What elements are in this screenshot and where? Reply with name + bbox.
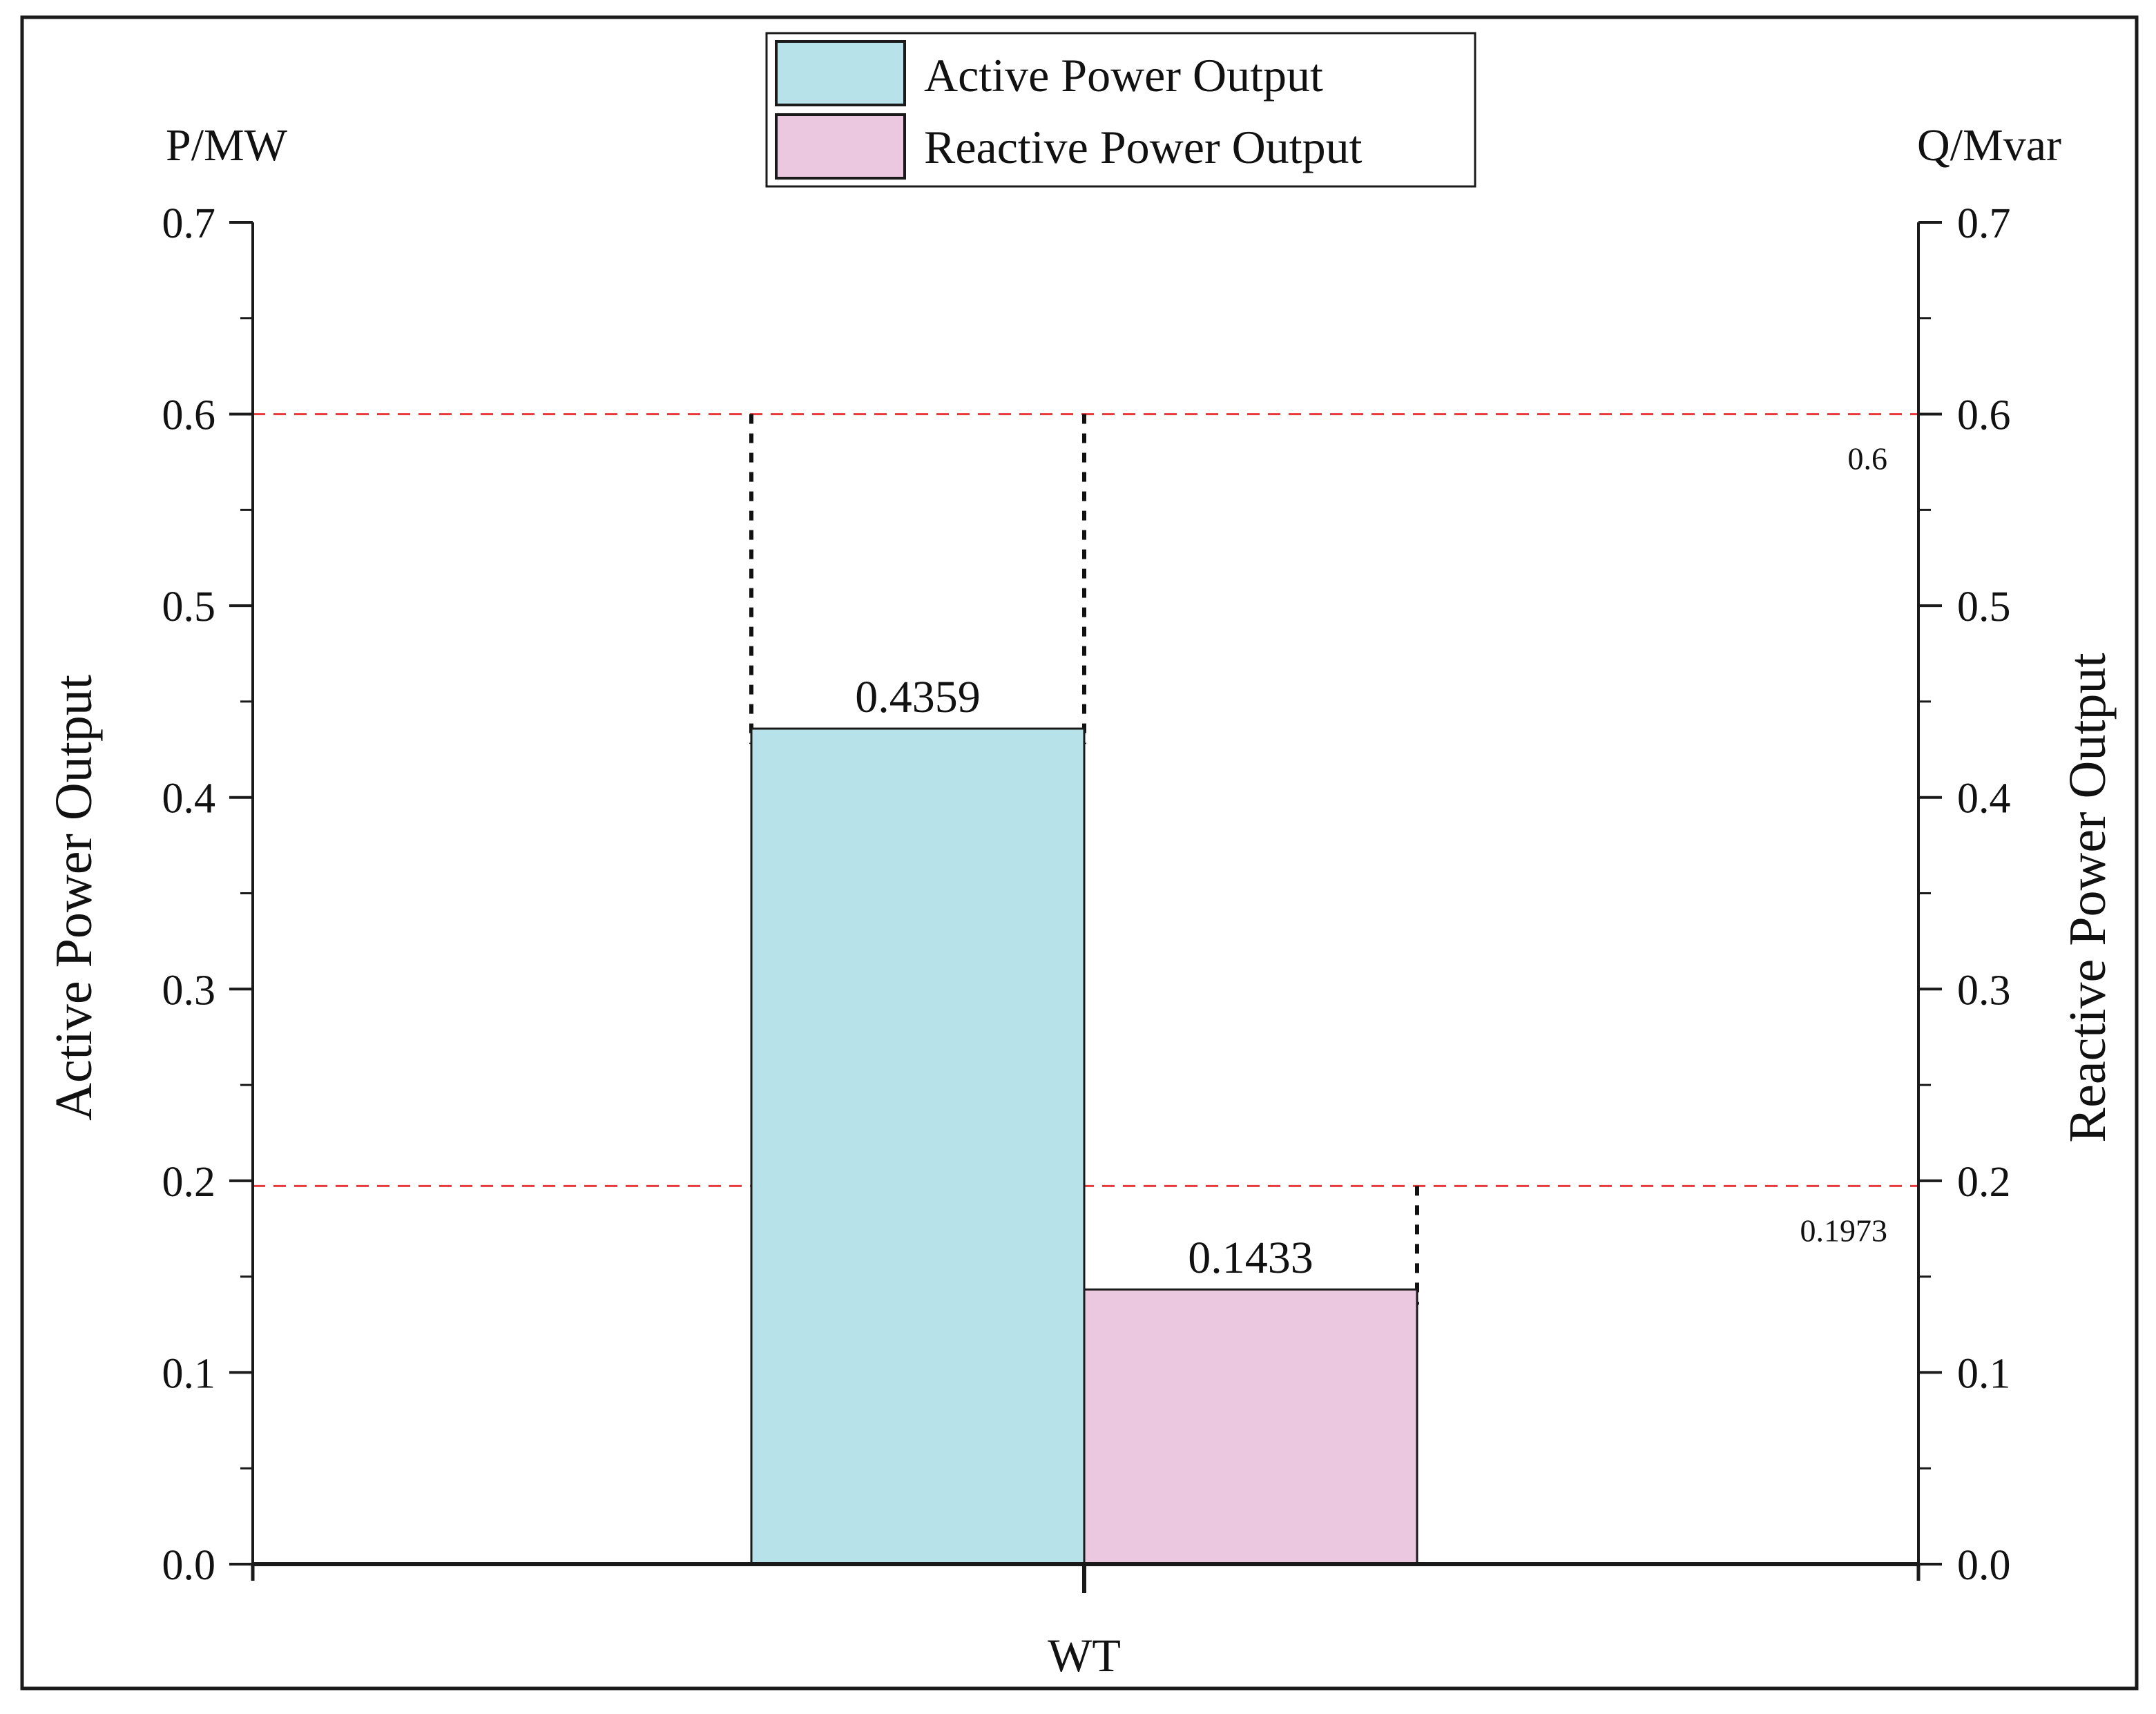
right-tick-label-6: 0.6: [1957, 392, 2011, 439]
bars: [750, 727, 1418, 1566]
left-axis-ticks: 0.0 0.1 0.2 0.3 0.4 0.5 0.6 0.7: [162, 200, 253, 1589]
right-tick-label-5: 0.5: [1957, 584, 2011, 630]
legend-label-reactive-power: Reactive Power Output: [924, 121, 1363, 173]
reference-line-label-1: 0.1973: [1800, 1213, 1888, 1248]
reference-line-label-0: 0.6: [1848, 441, 1888, 476]
left-tick-label-7: 0.7: [162, 200, 216, 247]
right-tick-label-1: 0.1: [1957, 1350, 2011, 1397]
legend: Active Power Output Reactive Power Outpu…: [765, 32, 1476, 188]
bar-0: [750, 727, 1086, 1566]
right-axis-unit: Q/Mvar: [1917, 120, 2061, 171]
left-tick-label-6: 0.6: [162, 392, 216, 439]
left-tick-label-5: 0.5: [162, 584, 216, 630]
right-tick-label-4: 0.4: [1957, 776, 2011, 822]
legend-swatch-active-power: [775, 40, 906, 106]
bar-guides: [749, 414, 1419, 1305]
left-tick-label-2: 0.2: [162, 1159, 216, 1206]
left-tick-label-4: 0.4: [162, 776, 216, 822]
left-tick-label-1: 0.1: [162, 1350, 216, 1397]
left-axis-title: Active Power Output: [45, 675, 103, 1121]
right-tick-label-0: 0.0: [1957, 1542, 2011, 1589]
right-axis-ticks: 0.0 0.1 0.2 0.3 0.4 0.5 0.6 0.7: [1918, 200, 2011, 1589]
right-tick-label-2: 0.2: [1957, 1159, 2011, 1206]
reference-lines: 0.6 0.1973: [253, 413, 1918, 1248]
bar-1: [1083, 1288, 1418, 1566]
left-tick-label-3: 0.3: [162, 967, 216, 1014]
bar-value-label-1: 0.1433: [1188, 1233, 1313, 1283]
labels: 0.4359 0.1433: [855, 672, 1313, 1283]
left-tick-label-0: 0.0: [162, 1542, 216, 1589]
right-tick-label-3: 0.3: [1957, 967, 2011, 1014]
right-tick-label-7: 0.7: [1957, 200, 2011, 247]
legend-label-active-power: Active Power Output: [924, 49, 1323, 102]
legend-swatch-reactive-power: [775, 113, 906, 180]
x-category-label: WT: [1048, 1629, 1121, 1682]
right-axis-title: Reactive Power Output: [2059, 653, 2117, 1142]
bar-value-label-0: 0.4359: [855, 672, 981, 722]
left-axis-unit: P/MW: [166, 120, 288, 171]
